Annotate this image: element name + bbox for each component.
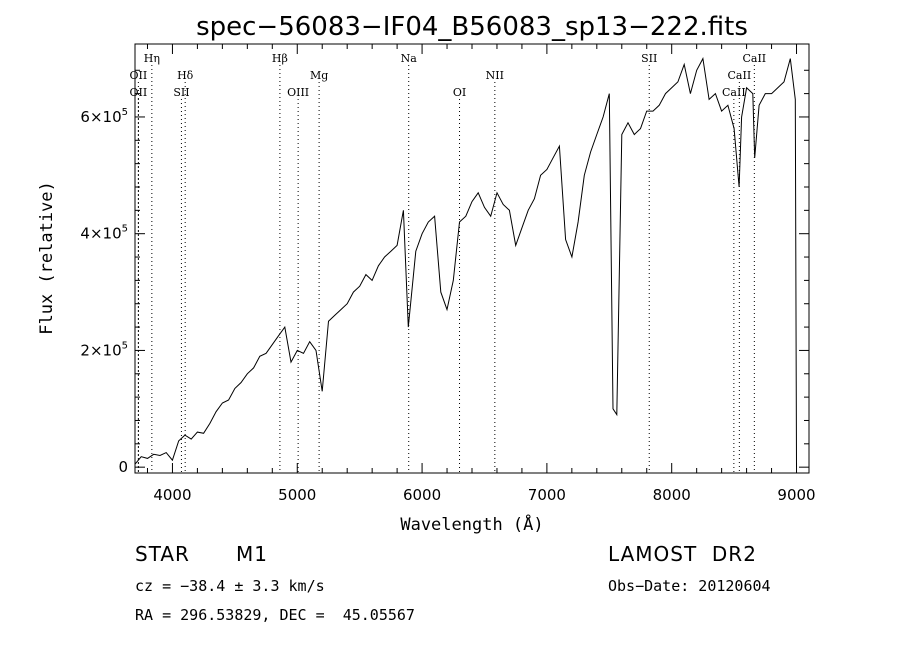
line-marker-label-5: Hβ	[272, 52, 288, 65]
y-tick-label-400000: 4×105	[80, 224, 128, 243]
series-layer	[134, 57, 797, 468]
line-marker-label-12: CaII	[742, 52, 766, 65]
observation-date: Obs−Date: 20120604	[608, 577, 771, 595]
line-marker-label-8: Na	[401, 52, 418, 65]
y-axis-label: Flux (relative)	[37, 181, 57, 335]
line-marker-label-1: OII	[130, 69, 148, 82]
line-marker-label-10: NII	[486, 69, 504, 82]
line-marker-label-11: SII	[641, 52, 657, 65]
survey-release: LAMOST DR2	[608, 542, 757, 566]
x-tick-label-9000: 9000	[777, 486, 815, 504]
plot-frame	[134, 43, 810, 474]
line-marker-label-6: OIII	[287, 86, 309, 99]
object-subclass: M1	[236, 542, 268, 566]
y-axis: 0 2×105 4×105 6×105	[80, 69, 809, 476]
y-tick-exponent-400000: 5	[122, 224, 128, 235]
x-tick-label-4000: 4000	[153, 486, 191, 504]
x-tick-label-7000: 7000	[528, 486, 566, 504]
x-tick-label-8000: 8000	[653, 486, 691, 504]
redshift-velocity: cz = −38.4 ± 3.3 km/s	[135, 577, 325, 595]
line-marker-label-2: OII	[130, 86, 148, 99]
y-tick-label-600000: 6×105	[80, 107, 128, 126]
spectrum-series-0	[134, 57, 797, 468]
line-marker-label-0: Hη	[144, 52, 160, 65]
line-marker-label-3: Hδ	[177, 69, 194, 82]
x-axis: 4000 5000 6000 7000 8000 9000	[146, 44, 816, 504]
object-class: STAR	[135, 542, 190, 566]
line-marker-label-4: SII	[173, 86, 189, 99]
line-marker-label-13: CaII	[728, 69, 752, 82]
y-tick-label-0: 0	[118, 458, 128, 476]
x-tick-label-6000: 6000	[403, 486, 441, 504]
y-tick-label-200000: 2×105	[80, 340, 128, 359]
x-axis-label: Wavelength (Å)	[400, 513, 543, 535]
line-marker-label-9: OI	[453, 86, 466, 99]
line-marker-label-7: Mg	[310, 69, 328, 82]
y-tick-exponent-600000: 5	[122, 107, 128, 118]
x-tick-label-5000: 5000	[278, 486, 316, 504]
y-tick-exponent-200000: 5	[122, 340, 128, 351]
line-marker-label-14: CaII	[722, 86, 746, 99]
sky-coordinates: RA = 296.53829, DEC = 45.05567	[135, 606, 415, 624]
chart-title: spec−56083−IF04_B56083_sp13−222.fits	[196, 12, 748, 42]
